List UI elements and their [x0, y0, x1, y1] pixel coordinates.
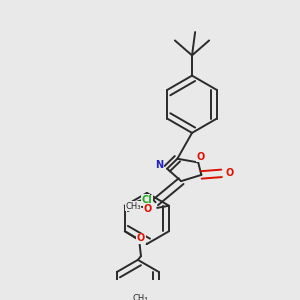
- Text: N: N: [155, 160, 164, 170]
- Text: O: O: [196, 152, 205, 162]
- Text: O: O: [144, 204, 152, 214]
- Text: CH₃: CH₃: [125, 202, 141, 211]
- Text: O: O: [225, 168, 233, 178]
- Text: H: H: [142, 195, 150, 205]
- Text: CH₃: CH₃: [133, 294, 148, 300]
- Text: O: O: [137, 233, 145, 243]
- Text: Cl: Cl: [142, 195, 153, 205]
